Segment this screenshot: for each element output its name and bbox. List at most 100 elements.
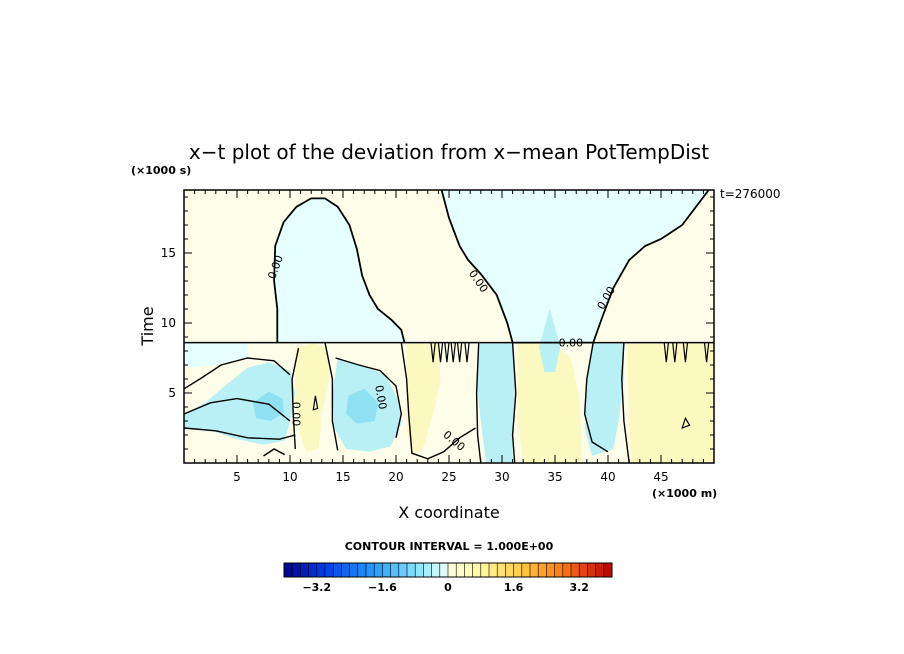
contour-interval-text: CONTOUR INTERVAL = 1.000E+00 bbox=[345, 540, 554, 553]
colorbar-bin bbox=[398, 563, 408, 577]
zero-contour bbox=[291, 348, 300, 450]
color-patch bbox=[295, 342, 331, 452]
colorbar-bin bbox=[579, 563, 588, 577]
contour-label: 0.00 bbox=[372, 384, 389, 410]
zero-contour bbox=[464, 342, 470, 363]
colorbar-bin bbox=[472, 563, 482, 577]
colorbar-bin bbox=[603, 563, 613, 577]
zero-contour bbox=[444, 342, 450, 363]
zero-contour bbox=[430, 342, 436, 363]
colorbar-bin bbox=[325, 563, 334, 577]
colorbar-bin bbox=[308, 563, 318, 577]
colorbar-tick-label: 3.2 bbox=[569, 581, 589, 594]
zero-contour bbox=[183, 397, 291, 422]
colorbar-bin bbox=[423, 563, 432, 577]
zero-contour bbox=[682, 342, 689, 363]
zero-contour bbox=[672, 342, 678, 363]
y-tick-label: 15 bbox=[161, 246, 176, 260]
zero-contour bbox=[324, 342, 339, 451]
zero-contour bbox=[663, 342, 669, 363]
colorbar-bin bbox=[587, 563, 596, 577]
color-patch bbox=[252, 391, 284, 421]
zero-contour bbox=[263, 448, 286, 457]
zero-contour bbox=[475, 342, 482, 464]
color-patch bbox=[627, 342, 714, 463]
x-axis-ticks: 5 10 15 20 25 30 35 40 45 bbox=[194, 190, 704, 484]
time-annotation: t=276000 bbox=[720, 187, 781, 201]
negative-region bbox=[274, 198, 405, 343]
zero-contour bbox=[437, 342, 444, 363]
colorbar-bin bbox=[366, 563, 375, 577]
zero-contours-lower bbox=[183, 342, 710, 464]
colorbar-bin bbox=[439, 563, 449, 577]
zero-contour bbox=[703, 342, 710, 363]
colorbar-bin bbox=[382, 563, 391, 577]
colorbar-bin bbox=[357, 563, 367, 577]
x-tick-label: 15 bbox=[335, 470, 350, 484]
zero-contour bbox=[273, 197, 406, 343]
contour-label: 0.00 bbox=[289, 402, 302, 427]
x-tick-label: 20 bbox=[388, 470, 403, 484]
zero-contour bbox=[681, 416, 691, 430]
colorbar-bin bbox=[521, 563, 531, 577]
y-tick-label: 10 bbox=[161, 316, 176, 330]
x-axis-unit: (×1000 m) bbox=[652, 487, 717, 500]
colorbar-bin bbox=[300, 563, 309, 577]
colorbar-bin bbox=[316, 563, 326, 577]
colorbar-tick-label: 0 bbox=[444, 581, 452, 594]
contour-label: 0.00 bbox=[559, 337, 584, 350]
colorbar-bin bbox=[546, 563, 555, 577]
colorbar-bin bbox=[448, 563, 457, 577]
colorbar-bin bbox=[489, 563, 498, 577]
color-patch bbox=[517, 342, 582, 463]
zero-contour bbox=[183, 427, 296, 440]
chart-title: x−t plot of the deviation from x−mean Po… bbox=[189, 140, 709, 164]
x-tick-label: 30 bbox=[494, 470, 509, 484]
colorbar-bin bbox=[333, 563, 342, 577]
x-tick-label: 35 bbox=[547, 470, 562, 484]
y-axis-ticks: 5 10 15 bbox=[161, 196, 714, 450]
negative-region bbox=[441, 190, 709, 343]
colorbar-bin bbox=[562, 563, 572, 577]
zero-contour bbox=[511, 342, 517, 464]
colorbar-bin bbox=[407, 563, 416, 577]
colorbar-tick-labels: −3.2 −1.6 0 1.6 3.2 bbox=[302, 581, 589, 594]
colorbar-bin bbox=[480, 563, 490, 577]
x-tick-label: 25 bbox=[441, 470, 456, 484]
zero-contour bbox=[450, 342, 456, 363]
y-axis-label: Time bbox=[138, 306, 157, 346]
colorbar-tick-label: −3.2 bbox=[302, 581, 331, 594]
zero-contour bbox=[400, 342, 476, 460]
x-tick-label: 5 bbox=[233, 470, 241, 484]
colorbar-bin bbox=[284, 563, 293, 577]
zero-contour bbox=[312, 395, 319, 411]
zero-contour bbox=[456, 342, 463, 363]
x-tick-label: 40 bbox=[600, 470, 615, 484]
colorbar-bin bbox=[349, 563, 359, 577]
color-patch bbox=[476, 342, 515, 463]
color-patch bbox=[584, 342, 624, 456]
colorbar-bin bbox=[390, 563, 400, 577]
colorbar-bin bbox=[530, 563, 539, 577]
colorbar-bin bbox=[554, 563, 564, 577]
x-tick-label: 10 bbox=[282, 470, 297, 484]
color-patch bbox=[406, 342, 441, 456]
color-patch bbox=[184, 342, 248, 368]
color-patch bbox=[184, 362, 296, 445]
colorbar-bin bbox=[513, 563, 523, 577]
colorbar-bin bbox=[538, 563, 547, 577]
colorbar-bin bbox=[595, 563, 605, 577]
colorbar-bin bbox=[431, 563, 441, 577]
colorbar-tick-label: −1.6 bbox=[368, 581, 397, 594]
lower-structure bbox=[184, 309, 714, 463]
color-patch bbox=[346, 388, 378, 424]
x-axis-label: X coordinate bbox=[398, 503, 499, 522]
colorbar-bin bbox=[497, 563, 506, 577]
zero-contour bbox=[183, 357, 291, 390]
zero-contour bbox=[335, 357, 403, 438]
colorbar-bin bbox=[341, 563, 350, 577]
colorbar-frame bbox=[283, 562, 613, 578]
zero-contour bbox=[583, 342, 609, 453]
